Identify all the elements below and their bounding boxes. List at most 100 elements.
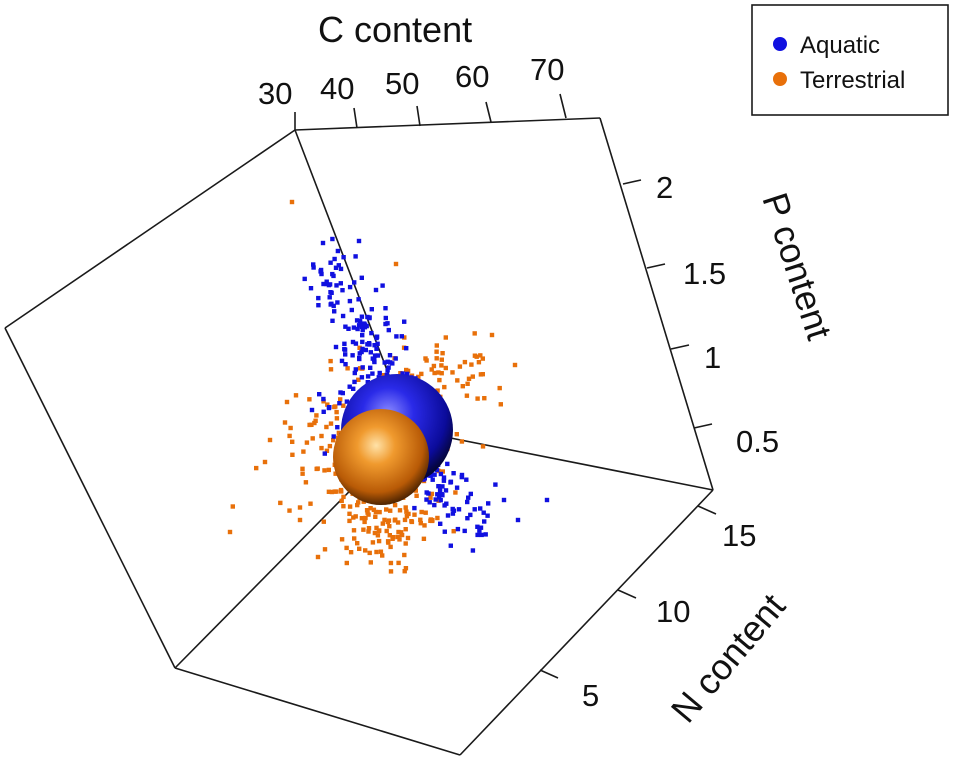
terrestrial-point (399, 532, 405, 538)
terrestrial-point (380, 521, 385, 526)
terrestrial-point (435, 515, 440, 521)
terrestrial-point (395, 534, 401, 540)
aquatic-point (334, 283, 339, 288)
aquatic-point (317, 392, 322, 397)
terrestrial-point (341, 403, 346, 408)
aquatic-point (485, 513, 490, 518)
aquatic-point (316, 303, 321, 308)
aquatic-point (387, 353, 393, 358)
terrestrial-point (443, 365, 448, 371)
terrestrial-point (431, 363, 437, 369)
terrestrial-point (327, 443, 333, 449)
terrestrial-point (297, 517, 303, 523)
aquatic-point (432, 502, 437, 508)
aquatic-point (337, 401, 342, 406)
aquatic-point (338, 266, 344, 272)
aquatic-point (450, 511, 456, 516)
box-edge (174, 667, 461, 756)
terrestrial-point (310, 436, 315, 441)
terrestrial-point (480, 356, 485, 361)
p-axis-title: P content (754, 188, 840, 345)
terrestrial-point (419, 509, 424, 515)
terrestrial-point (457, 364, 463, 369)
terrestrial-point (439, 363, 444, 368)
box-edge (459, 489, 714, 756)
aquatic-point (445, 461, 450, 467)
terrestrial-point (396, 560, 401, 566)
aquatic-point (472, 507, 477, 512)
aquatic-point (338, 390, 343, 395)
terrestrial-point (307, 397, 312, 402)
aquatic-point (346, 326, 351, 331)
aquatic-point (360, 339, 365, 345)
terrestrial-point (373, 514, 378, 519)
aquatic-point (434, 467, 440, 473)
aquatic-point (355, 326, 360, 332)
aquatic-point (393, 356, 398, 361)
aquatic-point (347, 298, 353, 304)
aquatic-point (399, 334, 404, 339)
aquatic-point (456, 507, 462, 512)
terrestrial-point (392, 517, 398, 522)
terrestrial-point (328, 358, 333, 364)
terrestrial-point (434, 356, 439, 361)
terrestrial-point (341, 504, 346, 509)
aquatic-point (318, 267, 324, 273)
aquatic-point (333, 265, 339, 270)
aquatic-point (435, 492, 440, 497)
terrestrial-point (402, 552, 407, 558)
aquatic-point (465, 499, 470, 505)
terrestrial-point (418, 521, 423, 526)
terrestrial-point (289, 199, 295, 205)
terrestrial-point (434, 349, 439, 354)
p-tick-label: 2 (656, 170, 673, 205)
terrestrial-point (405, 535, 411, 541)
aquatic-point (333, 344, 339, 350)
aquatic-point (335, 300, 340, 305)
terrestrial-point (377, 509, 382, 515)
terrestrial-point (489, 332, 495, 338)
aquatic-point (360, 365, 365, 370)
aquatic-point (350, 339, 356, 345)
terrestrial-point (334, 409, 339, 415)
aquatic-point (369, 330, 374, 336)
terrestrial-point (498, 402, 503, 407)
aquatic-point (360, 346, 365, 352)
aquatic-point (326, 405, 332, 411)
aquatic-point (359, 314, 365, 319)
terrestrial-point (403, 541, 408, 546)
aquatic-point (330, 318, 335, 323)
aquatic-point (353, 254, 358, 259)
terrestrial-point (396, 529, 401, 535)
terrestrial-point (366, 512, 371, 517)
aquatic-point (347, 284, 353, 290)
terrestrial-point (435, 388, 440, 393)
aquatic-point (438, 521, 443, 526)
terrestrial-point (382, 517, 387, 523)
c-tick-mark (353, 107, 358, 129)
box-edge (4, 129, 296, 329)
aquatic-point (322, 451, 327, 456)
aquatic-point (375, 341, 380, 346)
aquatic-point (442, 529, 447, 534)
legend-box (751, 4, 949, 116)
terrestrial-point (308, 501, 313, 506)
aquatic-point (430, 477, 435, 482)
aquatic-point (359, 275, 364, 280)
aquatic-point (544, 497, 550, 503)
n-tick-mark (539, 669, 559, 679)
aquatic-point (462, 528, 467, 534)
aquatic-point (349, 307, 354, 313)
terrestrial-point (470, 374, 475, 379)
aquatic-point (437, 495, 442, 500)
terrestrial-point (357, 366, 363, 371)
terrestrial-point (347, 518, 352, 524)
terrestrial-point (373, 509, 379, 515)
terrestrial-point (388, 544, 393, 550)
terrestrial-point (315, 466, 320, 471)
terrestrial-point (347, 504, 353, 509)
terrestrial-point (436, 370, 441, 375)
terrestrial-point (284, 399, 290, 405)
terrestrial-point (297, 505, 303, 510)
